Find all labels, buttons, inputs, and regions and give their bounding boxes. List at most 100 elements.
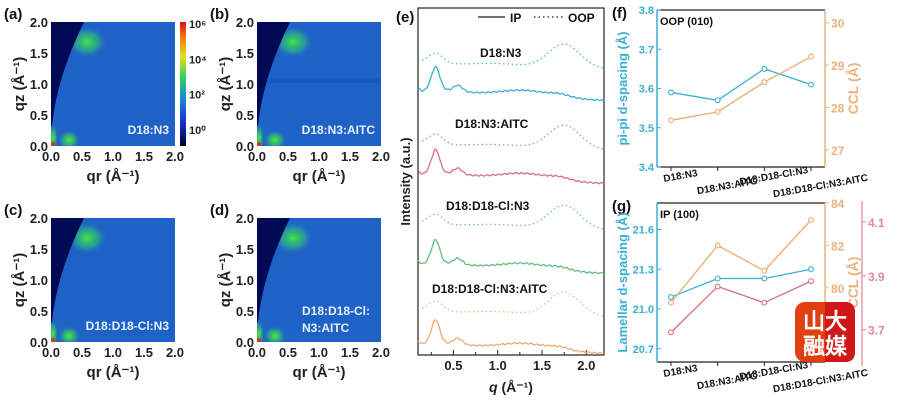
right2-tick-label: 3.9 [868, 270, 885, 284]
x-tick-label: 0.0 [248, 345, 266, 360]
panel-label: (c) [4, 202, 22, 219]
heatmap-ip-peak [58, 130, 80, 146]
y-tick-label: 1.5 [236, 242, 254, 257]
heatmap-ip-edge [257, 124, 264, 146]
y-tick-label: 0.0 [236, 335, 254, 350]
y-tick-label: 1.0 [30, 77, 48, 92]
x-tick-label: 0.5 [279, 345, 297, 360]
left-tick-label: 21.3 [633, 264, 654, 276]
panel-annotation: OOP (010) [660, 16, 713, 28]
heatmap-image [257, 22, 381, 146]
series-line-1 [670, 56, 812, 121]
heatmap-image [257, 218, 381, 342]
y-tick-label: 0.5 [236, 108, 254, 123]
x-tick-label: 2.0 [577, 358, 595, 373]
heatmap-diffuse-ring [51, 230, 144, 342]
y-tick-label: 0.0 [236, 139, 254, 154]
series-marker [761, 299, 768, 306]
heatmap-detector-gap [267, 78, 381, 83]
series-line-2 [670, 280, 812, 333]
panel-annotation: IP (100) [660, 209, 699, 221]
x-axis-label: q (Å⁻¹) [489, 379, 533, 395]
right2-tick-label: 4.1 [868, 216, 885, 230]
series-marker [808, 278, 814, 285]
heatmap-ip-peak [264, 326, 286, 342]
colorbar-tick-label: 10⁶ [189, 19, 206, 31]
y-tick-label: 2.0 [30, 211, 48, 226]
y-axis-label: qz (Å⁻¹) [217, 57, 234, 112]
y-tick-label: 2.0 [236, 15, 254, 30]
y-tick-label: 0.5 [236, 304, 254, 319]
series-marker [761, 65, 768, 72]
heatmap-missing-wedge [257, 22, 290, 126]
y-tick-label: 0.0 [30, 335, 48, 350]
x-axis-label: qr (Å⁻¹) [293, 168, 346, 185]
y-tick-label: 2.0 [236, 211, 254, 226]
x-tick-label: 0.5 [73, 149, 91, 164]
x-tick-label: 0.0 [248, 149, 266, 164]
y-tick-label: 2.0 [30, 15, 48, 30]
y-tick-label: 1.5 [30, 46, 48, 61]
colorbar: 10⁰ 10² 10⁴ 10⁶ [180, 19, 207, 146]
y-tick-label: 0.5 [30, 304, 48, 319]
legend-oop-label: OOP [568, 11, 595, 25]
left-tick-label: 3.4 [639, 162, 655, 174]
left-tick-label: 3.7 [639, 44, 654, 56]
heatmap-beamstop [51, 142, 55, 146]
panel-label: (f) [612, 5, 627, 22]
series-label: D18:N3 [480, 46, 522, 60]
x-tick-label: 2.0 [372, 345, 390, 360]
heatmap-beamstop [51, 338, 55, 342]
heatmap-beamstop [257, 142, 261, 146]
gi-panel-a: 0.0 0.5 1.0 1.5 2.0 0.0 0.5 1.0 1.5 2.0 qr (Å⁻¹) qz… [4, 6, 184, 185]
series-marker [808, 217, 814, 223]
y-tick-label: 1.5 [236, 46, 254, 61]
watermark-bg-right [825, 302, 855, 362]
x-tick-label: 1.5 [135, 345, 153, 360]
y-tick-label: 1.5 [30, 242, 48, 257]
sample-label-line2: N3:AITC [302, 321, 350, 335]
left-axis-label: pi-pi d-spacing (Å) [615, 31, 630, 145]
x-tick-label: 1.0 [310, 345, 328, 360]
y-axis-label: Intensity (a.u.) [398, 137, 413, 225]
x-axis-label: qr (Å⁻¹) [87, 168, 140, 185]
watermark-text-2: 融媒 [803, 334, 848, 360]
heatmap-diffuse-ring [51, 34, 144, 146]
series-marker [668, 117, 674, 124]
x-tick-label: 2.0 [166, 345, 184, 360]
series-marker [714, 242, 721, 249]
x-axis-label: qr (Å⁻¹) [293, 364, 346, 381]
x-tick-label: 1.5 [533, 358, 551, 373]
left-tick-label: 3.8 [639, 5, 654, 17]
heatmap-missing-wedge [257, 218, 290, 322]
y-tick-label: 0.0 [30, 139, 48, 154]
sample-label: D18:D18-Cl:N3 [86, 319, 170, 333]
x-category-label: D18:N3 [663, 363, 699, 380]
x-tick-label: 0.0 [42, 149, 60, 164]
series-marker [808, 266, 814, 273]
series-line-1 [670, 219, 812, 304]
right-axis-label: CCL (Å) [845, 257, 861, 309]
y-tick-label: 1.0 [30, 273, 48, 288]
right-tick-label: 84 [831, 197, 845, 211]
left-tick-label: 21.0 [633, 304, 654, 316]
x-tick-label: 1.0 [310, 149, 328, 164]
heatmap-ip-peak [264, 130, 286, 146]
heatmap-diffuse-ring [257, 34, 350, 146]
series-label: D18:D18-Cl:N3 [446, 199, 530, 213]
gi-panel-c: 0.0 0.5 1.0 1.5 2.0 0.0 0.5 1.0 1.5 2.0 qr (Å⁻¹) qz… [4, 202, 184, 381]
right-tick-label: 82 [831, 239, 845, 253]
right-tick-label: 28 [831, 102, 845, 116]
y-tick-label: 0.5 [30, 108, 48, 123]
series-marker [668, 299, 674, 306]
series-marker [668, 89, 674, 96]
x-tick-label: 0.0 [42, 345, 60, 360]
y-axis-label: qz (Å⁻¹) [11, 253, 28, 308]
right-tick-label: 27 [831, 144, 845, 158]
sample-label: D18:N3 [128, 123, 170, 137]
colorbar-tick-label: 10⁰ [189, 125, 206, 137]
y-tick-label: 1.0 [236, 77, 254, 92]
x-axis-label: qr (Å⁻¹) [87, 364, 140, 381]
